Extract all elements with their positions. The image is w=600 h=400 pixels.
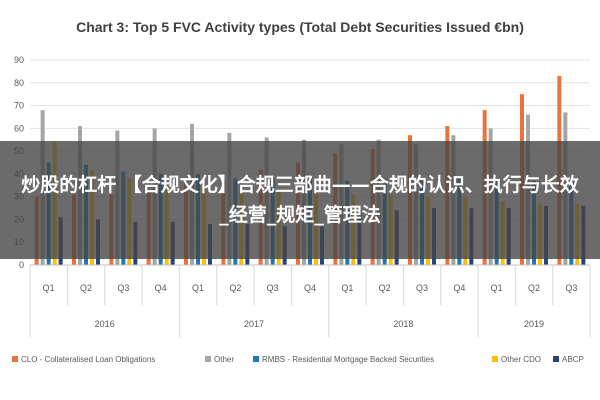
x-tick-label: Q3 (267, 283, 279, 293)
year-label: 2016 (95, 319, 115, 329)
legend-swatch (12, 356, 18, 362)
y-tick-label: 90 (14, 55, 24, 65)
x-tick-label: Q1 (341, 283, 353, 293)
legend-entry: RMBS - Residential Mortgage Backed Secur… (262, 355, 434, 364)
x-tick-label: Q2 (379, 283, 391, 293)
legend-entry: ABCP (562, 355, 584, 364)
x-tick-label: Q4 (155, 283, 167, 293)
year-label: 2017 (244, 319, 264, 329)
legend-entry: CLO - Collateralised Loan Obligations (21, 355, 155, 364)
year-axis: 2016 2017 2018 2019 (29, 305, 591, 337)
x-tick-label: Q1 (192, 283, 204, 293)
year-label: 2018 (393, 319, 413, 329)
legend-swatch (553, 356, 559, 362)
x-tick-label: Q1 (43, 283, 55, 293)
x-tick-label: Q4 (304, 283, 316, 293)
x-tick-label: Q2 (80, 283, 92, 293)
y-tick-label: 80 (14, 78, 24, 88)
y-tick-label: 70 (14, 101, 24, 111)
y-tick-label: 60 (14, 123, 24, 133)
x-axis: Q1 Q2 Q3 Q4 Q1 Q2 Q3 Q4 Q1 Q2 Q3 Q4 Q1 Q2 Q3 (29, 264, 591, 305)
x-tick-label: Q4 (453, 283, 465, 293)
watermark-caption-band: 炒股的杠杆 【合规文化】合规三部曲——合规的认识、执行与长效_经营_规矩_管理法 (0, 141, 600, 259)
legend-swatch (205, 356, 211, 362)
x-tick-label: Q1 (491, 283, 503, 293)
x-tick-label: Q3 (117, 283, 129, 293)
x-tick-label: Q3 (416, 283, 428, 293)
x-tick-label: Q2 (528, 283, 540, 293)
watermark-caption: 炒股的杠杆 【合规文化】合规三部曲——合规的认识、执行与长效_经营_规矩_管理法 (21, 174, 579, 226)
chart-title: Chart 3: Top 5 FVC Activity types (Total… (76, 19, 524, 35)
legend-entry: Other CDO (501, 355, 541, 364)
legend-swatch (253, 356, 259, 362)
legend: CLO - Collateralised Loan Obligations Oth… (12, 355, 584, 364)
x-tick-label: Q3 (565, 283, 577, 293)
y-tick-label: 0 (19, 260, 24, 270)
legend-swatch (492, 356, 498, 362)
x-tick-label: Q2 (229, 283, 241, 293)
year-label: 2019 (524, 319, 544, 329)
legend-entry: Other (214, 355, 234, 364)
